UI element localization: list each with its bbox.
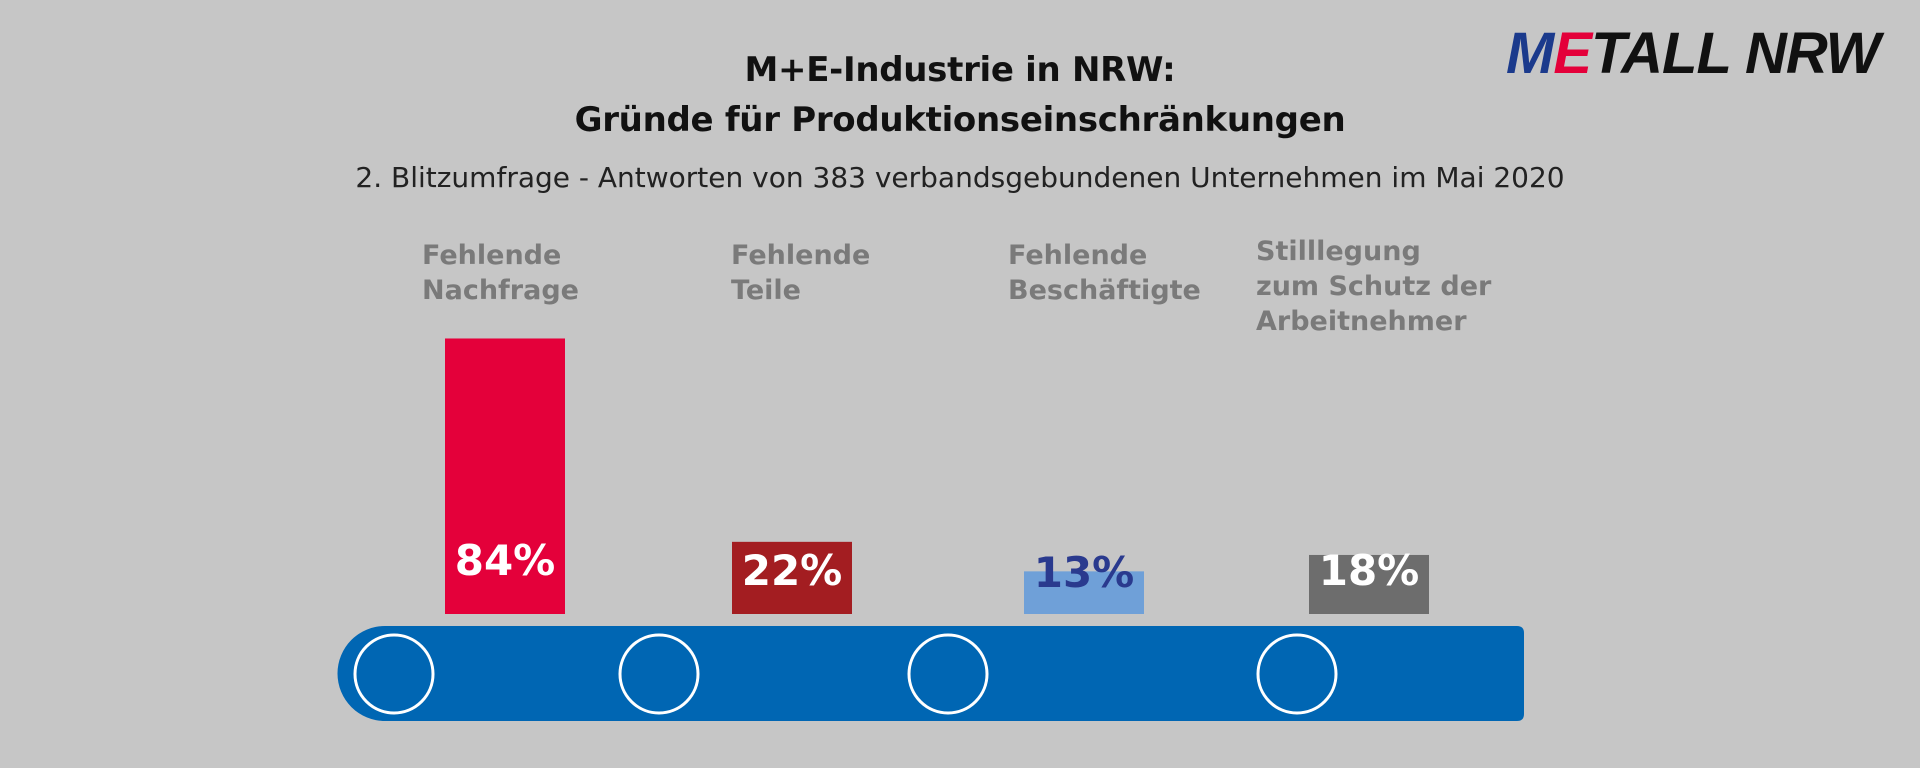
category-label-1-line-2: Nachfrage [422,275,579,306]
conveyor-roller-2 [618,633,700,715]
category-label-4-line-2: zum Schutz der [1256,271,1492,302]
value-label-2: 22% [741,546,843,595]
chart-subtitle: 2. Blitzumfrage - Antworten von 383 verb… [355,161,1565,194]
category-label-4-line-1: Stilllegung [1256,236,1421,267]
category-label-3-line-1: Fehlende [1008,240,1148,271]
conveyor-roller-3 [907,633,989,715]
bar-4 [1309,554,1429,614]
category-label-3: Fehlende Beschäftigte [1008,238,1201,308]
category-label-1: Fehlende Nachfrage [422,238,579,308]
conveyor-roller-1 [353,633,435,715]
value-label-4: 18% [1318,546,1420,595]
metall-nrw-logo: METALL NRW [1506,21,1880,86]
category-label-1-line-1: Fehlende [422,240,562,271]
chart-title-line-1: M+E-Industrie in NRW: [744,50,1176,90]
category-label-2-line-2: Teile [731,275,801,306]
chart-title-line-2: Gründe für Produktionseinschränkungen [574,100,1346,140]
value-label-3: 13% [1033,548,1135,597]
conveyor-roller-4 [1256,633,1338,715]
bar-1 [445,338,565,614]
bars-group [445,338,1429,614]
category-label-4-line-3: Arbeitnehmer [1256,306,1467,337]
category-label-3-line-2: Beschäftigte [1008,275,1201,306]
conveyor-belt [337,626,1525,721]
bar-3 [1024,571,1144,614]
category-label-2: Fehlende Teile [731,238,870,308]
category-label-4: Stilllegung zum Schutz der Arbeitnehmer [1256,234,1491,339]
value-label-1: 84% [454,536,556,585]
category-label-2-line-1: Fehlende [731,240,871,271]
conveyor-belt-body [337,626,1525,721]
bar-2 [732,541,852,614]
